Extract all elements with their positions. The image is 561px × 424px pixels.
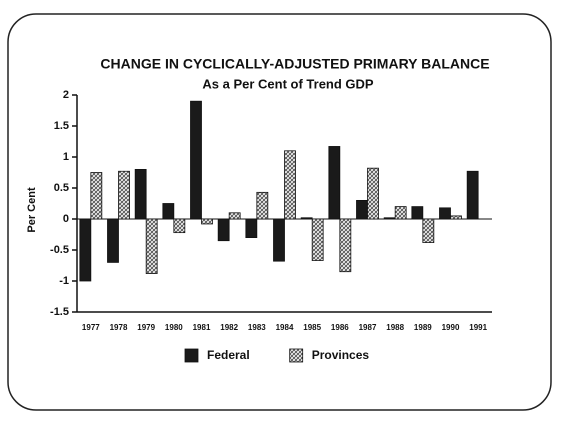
x-tick-label: 1981 xyxy=(193,323,211,332)
chart-subtitle: As a Per Cent of Trend GDP xyxy=(202,76,374,91)
bar xyxy=(328,146,341,220)
bar xyxy=(173,218,186,234)
legend-label: Federal xyxy=(207,348,250,362)
y-tick-label: 1.5 xyxy=(54,120,69,132)
y-tick-label: 0.5 xyxy=(54,182,69,194)
y-tick-label: 2 xyxy=(63,89,69,101)
bar xyxy=(228,212,241,220)
frame xyxy=(7,13,552,411)
bar xyxy=(284,150,296,220)
bar xyxy=(162,203,175,220)
bar xyxy=(356,199,368,220)
x-tick-label: 1989 xyxy=(414,323,432,332)
legend-swatch xyxy=(184,348,199,363)
y-tick-label: -1.5 xyxy=(50,306,69,318)
bar xyxy=(90,172,103,220)
bar xyxy=(367,167,379,220)
bar xyxy=(450,215,462,220)
x-tick-label: 1990 xyxy=(442,323,460,332)
x-tick-label: 1978 xyxy=(110,323,128,332)
bar xyxy=(422,218,435,243)
bar xyxy=(118,170,130,220)
y-tick-label: -0.5 xyxy=(50,244,69,256)
bar xyxy=(411,206,424,220)
x-tick-label: 1985 xyxy=(303,323,321,332)
bar xyxy=(339,218,352,273)
bar xyxy=(273,218,285,262)
bar xyxy=(190,100,202,220)
x-tick-label: 1983 xyxy=(248,323,266,332)
bar xyxy=(79,218,92,282)
bar xyxy=(439,207,451,220)
x-tick-label: 1979 xyxy=(137,323,155,332)
y-tick-label: 0 xyxy=(63,213,69,225)
bar xyxy=(145,218,158,274)
chart-title: CHANGE IN CYCLICALLY-ADJUSTED PRIMARY BA… xyxy=(100,56,489,72)
bar xyxy=(311,218,324,261)
bar xyxy=(256,191,269,220)
x-tick-label: 1977 xyxy=(82,323,100,332)
bar xyxy=(217,218,230,242)
x-tick-label: 1986 xyxy=(331,323,349,332)
y-axis-label: Per Cent xyxy=(26,187,38,233)
legend-label: Provinces xyxy=(312,348,370,362)
x-tick-label: 1984 xyxy=(276,323,294,332)
bar xyxy=(300,217,313,220)
x-tick-label: 1980 xyxy=(165,323,183,332)
bar xyxy=(466,170,479,220)
bar xyxy=(383,217,396,220)
bar xyxy=(201,218,213,225)
y-tick-label: -1 xyxy=(59,275,69,287)
x-tick-label: 1982 xyxy=(220,323,238,332)
x-tick-label: 1991 xyxy=(469,323,487,332)
x-tick-label: 1987 xyxy=(359,323,377,332)
x-tick-label: 1988 xyxy=(386,323,404,332)
bar xyxy=(107,218,119,263)
bar xyxy=(245,218,258,239)
bar xyxy=(134,168,147,220)
y-tick-label: 1 xyxy=(63,151,69,163)
legend-swatch xyxy=(289,348,304,363)
bar xyxy=(394,206,407,220)
